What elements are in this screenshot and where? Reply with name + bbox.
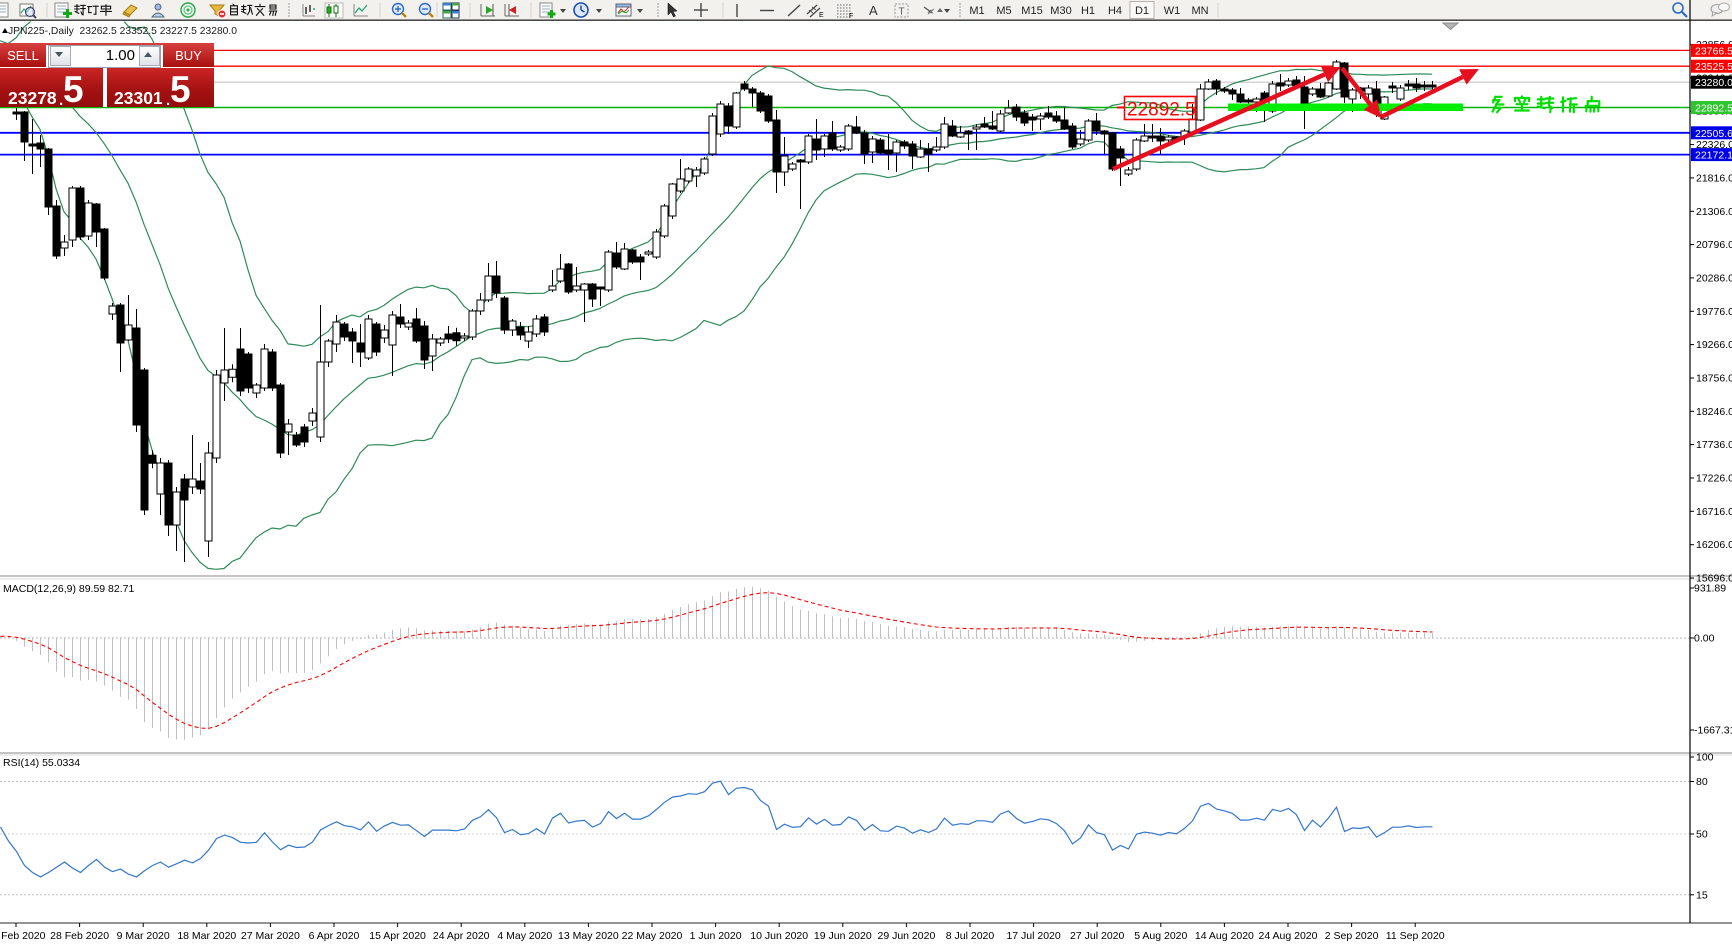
svg-text:27 Jul 2020: 27 Jul 2020 <box>1070 930 1124 942</box>
svg-text:29 Jun 2020: 29 Jun 2020 <box>877 930 935 942</box>
svg-text:22172.1: 22172.1 <box>1695 150 1732 162</box>
svg-text:18 Mar 2020: 18 Mar 2020 <box>177 930 236 942</box>
svg-text:11 Sep 2020: 11 Sep 2020 <box>1386 930 1445 942</box>
svg-text:H4: H4 <box>1108 5 1122 17</box>
svg-text:23525.5: 23525.5 <box>1695 61 1732 73</box>
svg-text:6 Apr 2020: 6 Apr 2020 <box>309 930 360 942</box>
svg-text:H1: H1 <box>1081 5 1095 17</box>
svg-text:15: 15 <box>1696 889 1708 901</box>
svg-text:5 Aug 2020: 5 Aug 2020 <box>1134 930 1187 942</box>
svg-text:24 Aug 2020: 24 Aug 2020 <box>1259 930 1318 942</box>
svg-text:13 May 2020: 13 May 2020 <box>558 930 619 942</box>
svg-text:17226.0: 17226.0 <box>1696 473 1732 485</box>
svg-text:22505.6: 22505.6 <box>1695 128 1732 140</box>
svg-text:80: 80 <box>1696 776 1708 788</box>
svg-text:15 Apr 2020: 15 Apr 2020 <box>369 930 426 942</box>
svg-text:M15: M15 <box>1021 5 1042 17</box>
svg-text:21306.0: 21306.0 <box>1696 206 1732 218</box>
svg-text:M5: M5 <box>996 5 1011 17</box>
svg-text:17 Jul 2020: 17 Jul 2020 <box>1006 930 1060 942</box>
svg-text:W1: W1 <box>1164 5 1181 17</box>
svg-text:23766.5: 23766.5 <box>1695 45 1732 57</box>
svg-text:0.00: 0.00 <box>1694 633 1715 645</box>
svg-text:17736.0: 17736.0 <box>1696 439 1732 451</box>
svg-text:10 Jun 2020: 10 Jun 2020 <box>750 930 808 942</box>
svg-text:F: F <box>849 13 853 20</box>
svg-text:4 May 2020: 4 May 2020 <box>497 930 552 942</box>
svg-text:M1: M1 <box>969 5 984 17</box>
svg-text:28 Feb 2020: 28 Feb 2020 <box>50 930 109 942</box>
svg-text:MN: MN <box>1191 5 1208 17</box>
svg-text:A: A <box>869 3 878 18</box>
svg-text:21816.0: 21816.0 <box>1696 172 1732 184</box>
svg-text:20796.0: 20796.0 <box>1696 239 1732 251</box>
svg-text:JPN225-,Daily 23262.5 23352.5: JPN225-,Daily 23262.5 23352.5 23227.5 23… <box>8 26 237 37</box>
svg-text:M30: M30 <box>1050 5 1071 17</box>
svg-text:19266.0: 19266.0 <box>1696 339 1732 351</box>
svg-text:23280.0: 23280.0 <box>1695 77 1732 89</box>
svg-text:24 Apr 2020: 24 Apr 2020 <box>433 930 490 942</box>
svg-text:18246.0: 18246.0 <box>1696 406 1732 418</box>
svg-text:19 Jun 2020: 19 Jun 2020 <box>814 930 872 942</box>
svg-text:22892.5: 22892.5 <box>1695 103 1732 115</box>
svg-text:50: 50 <box>1696 829 1708 841</box>
svg-text:18756.0: 18756.0 <box>1696 373 1732 385</box>
svg-text:19776.0: 19776.0 <box>1696 306 1732 318</box>
svg-text:19 Feb 2020: 19 Feb 2020 <box>0 930 46 942</box>
svg-text:E: E <box>819 12 824 19</box>
svg-text:-1667.31: -1667.31 <box>1694 725 1732 737</box>
svg-text:22 May 2020: 22 May 2020 <box>622 930 683 942</box>
svg-text:14 Aug 2020: 14 Aug 2020 <box>1195 930 1254 942</box>
svg-text:931.89: 931.89 <box>1694 583 1726 595</box>
svg-text:D1: D1 <box>1135 5 1149 17</box>
svg-text:16206.0: 16206.0 <box>1696 539 1732 551</box>
svg-text:16716.0: 16716.0 <box>1696 506 1732 518</box>
svg-text:27 Mar 2020: 27 Mar 2020 <box>241 930 300 942</box>
svg-text:22892.5: 22892.5 <box>1127 100 1196 121</box>
svg-text:1 Jun 2020: 1 Jun 2020 <box>690 930 742 942</box>
svg-text:9 Mar 2020: 9 Mar 2020 <box>117 930 170 942</box>
svg-text:15696.0: 15696.0 <box>1696 573 1732 585</box>
svg-text:8 Jul 2020: 8 Jul 2020 <box>946 930 995 942</box>
svg-text:100: 100 <box>1696 752 1714 764</box>
svg-text:RSI(14) 55.0334: RSI(14) 55.0334 <box>3 757 80 769</box>
svg-text:T: T <box>899 7 905 18</box>
svg-text:2 Sep 2020: 2 Sep 2020 <box>1325 930 1379 942</box>
svg-text:20286.0: 20286.0 <box>1696 272 1732 284</box>
svg-text:MACD(12,26,9) 89.59 82.71: MACD(12,26,9) 89.59 82.71 <box>3 583 134 595</box>
